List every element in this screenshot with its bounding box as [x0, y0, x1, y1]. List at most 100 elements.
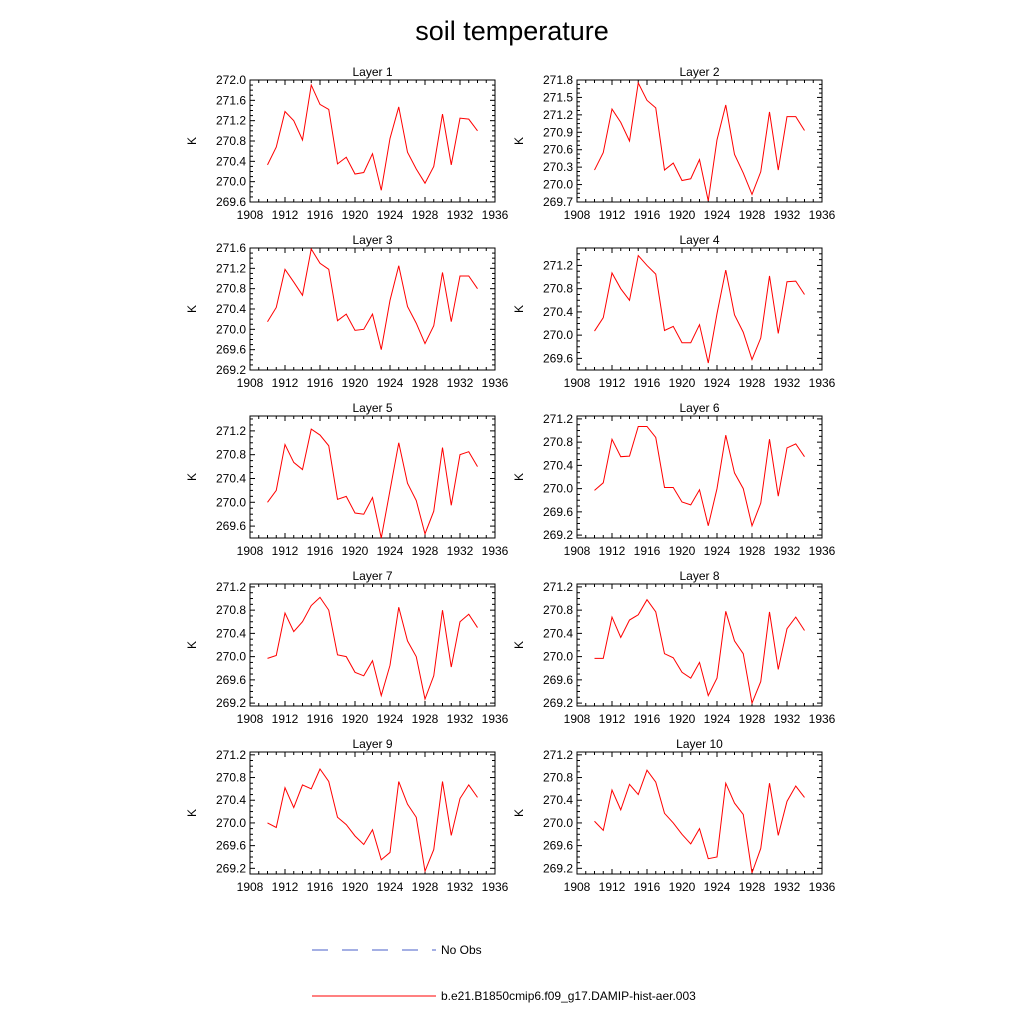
x-tick-label: 1924: [377, 712, 404, 726]
y-tick-label: 270.0: [216, 175, 246, 189]
y-tick-label: 270.8: [216, 603, 246, 617]
x-tick-label: 1928: [739, 544, 766, 558]
y-tick-label: 271.2: [543, 258, 573, 272]
y-tick-label: 270.8: [543, 435, 573, 449]
panel-title: Layer 5: [352, 401, 392, 415]
y-tick-label: 270.8: [216, 282, 246, 296]
x-tick-label: 1936: [809, 880, 836, 894]
x-tick-label: 1920: [669, 376, 696, 390]
x-tick-label: 1924: [704, 208, 731, 222]
y-tick-label: 269.6: [216, 519, 246, 533]
y-tick-label: 269.2: [216, 363, 246, 377]
y-tick-label: 272.0: [216, 73, 246, 87]
x-tick-label: 1936: [809, 208, 836, 222]
x-tick-label: 1932: [774, 880, 801, 894]
x-tick-label: 1908: [237, 376, 264, 390]
x-tick-label: 1908: [564, 544, 591, 558]
y-axis-label: K: [512, 809, 526, 817]
y-tick-label: 271.6: [216, 241, 246, 255]
y-tick-label: 269.2: [543, 528, 573, 542]
x-tick-label: 1920: [342, 376, 369, 390]
x-tick-label: 1932: [447, 712, 474, 726]
legend-no-obs-label: No Obs: [441, 943, 482, 957]
plot-frame: [249, 583, 496, 707]
x-tick-label: 1912: [599, 544, 626, 558]
x-tick-label: 1936: [809, 712, 836, 726]
legend: No Obs b.e21.B1850cmip6.f09_g17.DAMIP-hi…: [312, 943, 696, 1003]
series-line-layer-9: [267, 768, 478, 874]
y-tick-label: 269.6: [216, 195, 246, 209]
x-tick-label: 1916: [307, 544, 334, 558]
y-tick-label: 270.4: [543, 305, 573, 319]
y-tick-label: 270.8: [543, 603, 573, 617]
plot-frame: [249, 751, 496, 875]
y-tick-label: 270.0: [543, 178, 573, 192]
y-tick-label: 270.4: [543, 458, 573, 472]
x-tick-label: 1912: [599, 208, 626, 222]
x-tick-label: 1920: [342, 544, 369, 558]
y-tick-label: 270.8: [543, 771, 573, 785]
x-tick-label: 1916: [634, 208, 661, 222]
y-axis-label: K: [185, 809, 199, 817]
x-tick-label: 1928: [739, 880, 766, 894]
y-tick-label: 270.6: [543, 143, 573, 157]
x-tick-label: 1924: [704, 544, 731, 558]
y-tick-label: 269.6: [543, 839, 573, 853]
x-tick-label: 1920: [342, 880, 369, 894]
x-tick-label: 1932: [447, 544, 474, 558]
x-tick-label: 1936: [809, 376, 836, 390]
x-tick-label: 1912: [599, 376, 626, 390]
panel-layer-10: Layer 10 1908 1912 1916 1920 1924 1928 1932 1936…: [512, 737, 836, 894]
y-tick-label: 271.2: [216, 748, 246, 762]
y-tick-label: 269.7: [543, 195, 573, 209]
x-tick-label: 1924: [377, 376, 404, 390]
x-tick-label: 1924: [377, 544, 404, 558]
y-tick-label: 270.8: [216, 771, 246, 785]
x-tick-label: 1928: [412, 208, 439, 222]
x-tick-label: 1924: [377, 880, 404, 894]
y-tick-label: 269.6: [216, 673, 246, 687]
panel-layer-2: Layer 2 1908 1912 1916 1920 1924 1928 1932 1936 2…: [512, 65, 836, 222]
x-tick-label: 1928: [412, 376, 439, 390]
y-tick-label: 271.2: [216, 580, 246, 594]
x-tick-label: 1920: [669, 880, 696, 894]
y-tick-label: 270.0: [216, 816, 246, 830]
figure-title: soil temperature: [415, 16, 609, 46]
x-tick-label: 1908: [237, 880, 264, 894]
panel-layer-1: Layer 1 1908 1912 1916 1920 1924 1928 1932 1936 2…: [185, 65, 509, 222]
panel-title: Layer 9: [352, 737, 392, 751]
series-line-layer-4: [594, 254, 805, 364]
x-tick-label: 1932: [774, 208, 801, 222]
y-tick-label: 271.2: [216, 261, 246, 275]
y-tick-label: 270.4: [216, 626, 246, 640]
x-tick-label: 1920: [342, 712, 369, 726]
x-tick-label: 1916: [634, 880, 661, 894]
y-tick-label: 270.0: [216, 495, 246, 509]
x-tick-label: 1912: [272, 712, 299, 726]
y-tick-label: 270.0: [543, 816, 573, 830]
x-tick-label: 1916: [307, 376, 334, 390]
plot-frame: [249, 79, 496, 203]
x-tick-label: 1932: [447, 880, 474, 894]
y-tick-label: 271.5: [543, 90, 573, 104]
series-line-layer-2: [594, 81, 805, 201]
y-tick-label: 270.0: [543, 650, 573, 664]
y-tick-label: 269.2: [216, 696, 246, 710]
x-tick-label: 1924: [704, 712, 731, 726]
x-tick-label: 1912: [272, 880, 299, 894]
y-axis-label: K: [185, 137, 199, 145]
x-tick-label: 1912: [599, 880, 626, 894]
x-tick-label: 1932: [774, 544, 801, 558]
y-tick-label: 270.4: [543, 626, 573, 640]
y-tick-label: 270.8: [216, 134, 246, 148]
y-tick-label: 270.4: [216, 302, 246, 316]
x-tick-label: 1908: [564, 880, 591, 894]
x-tick-label: 1912: [272, 208, 299, 222]
x-tick-label: 1928: [739, 208, 766, 222]
panel-layer-6: Layer 6 1908 1912 1916 1920 1924 1928 1932 1936 2…: [512, 401, 836, 558]
plot-frame: [576, 247, 823, 371]
x-tick-label: 1928: [412, 880, 439, 894]
y-tick-label: 271.2: [543, 108, 573, 122]
x-tick-label: 1916: [634, 712, 661, 726]
plot-frame: [249, 415, 496, 539]
